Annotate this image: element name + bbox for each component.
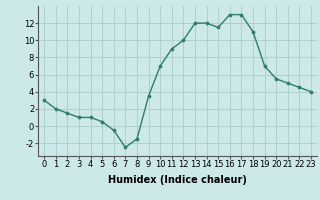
- X-axis label: Humidex (Indice chaleur): Humidex (Indice chaleur): [108, 175, 247, 185]
